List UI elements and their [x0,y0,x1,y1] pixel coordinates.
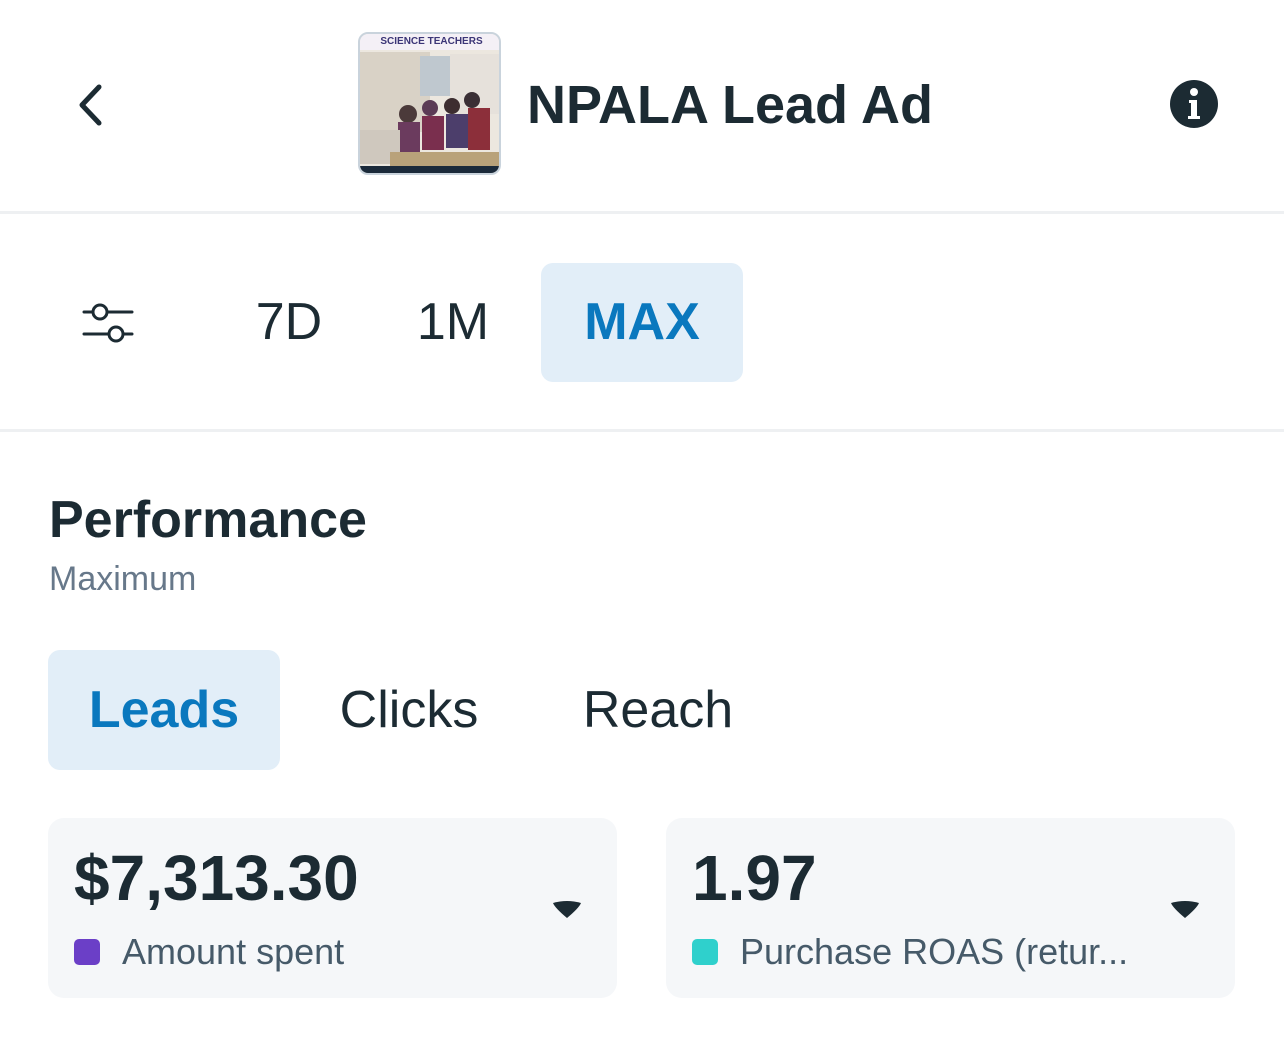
tab-clicks[interactable]: Clicks [339,681,479,739]
header-bar: SCIENCE TEACHERS NPALA Lead Ad [0,0,1284,214]
sliders-icon [82,303,134,343]
metric-label-row: Purchase ROAS (retur... [692,930,1128,974]
range-max-button[interactable]: MAX [541,263,743,382]
series-color-swatch [74,939,100,965]
caret-down-icon [1171,901,1199,918]
filter-button[interactable] [72,300,144,348]
ad-thumbnail: SCIENCE TEACHERS [358,32,501,175]
metric-label-row: Amount spent [74,930,344,974]
metric-card-purchase-roas[interactable]: 1.97 Purchase ROAS (retur... [666,818,1235,998]
caret-down-icon [553,901,581,918]
page-title: NPALA Lead Ad [527,75,934,135]
metric-value: $7,313.30 [74,842,359,914]
date-range-selector: 7D 1M MAX [0,214,1284,432]
thumbnail-caption: SCIENCE TEACHERS [380,36,483,47]
tab-leads[interactable]: Leads [48,650,280,770]
series-color-swatch [692,939,718,965]
metric-label: Purchase ROAS (retur... [740,931,1129,972]
range-7d-button[interactable]: 7D [255,293,323,351]
info-circle-icon [1170,80,1218,128]
back-button[interactable] [60,70,120,140]
chevron-left-icon [79,84,102,126]
ad-thumbnail-image [360,34,499,173]
tab-reach[interactable]: Reach [582,681,734,739]
metric-label: Amount spent [122,931,345,972]
section-title: Performance [49,491,367,549]
metric-value: 1.97 [692,842,817,914]
range-1m-button[interactable]: 1M [416,293,490,351]
info-button[interactable] [1168,78,1220,130]
section-subtitle: Maximum [49,560,197,598]
metric-card-amount-spent[interactable]: $7,313.30 Amount spent [48,818,617,998]
